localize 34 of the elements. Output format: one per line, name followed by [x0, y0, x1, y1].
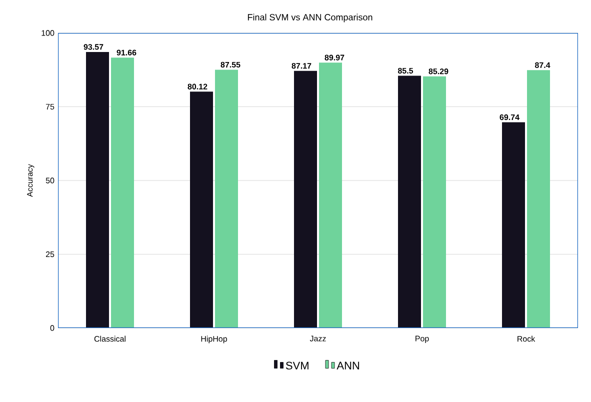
data-label: 89.97: [324, 54, 344, 60]
bar: [215, 70, 238, 328]
x-tick-label: Classical: [94, 336, 126, 342]
bar: [190, 92, 214, 328]
y-tick-label: 75: [46, 104, 54, 110]
bar: [502, 122, 526, 328]
y-axis-title: Accuracy: [27, 164, 34, 197]
chart-title: Final SVM vs ANN Comparison: [248, 14, 372, 22]
y-tick-label: 50: [46, 178, 54, 184]
data-label: 80.12: [188, 84, 208, 90]
legend-label: SVM: [286, 362, 308, 370]
y-tick-label: 100: [42, 30, 54, 36]
y-tick-label: 0: [50, 325, 54, 331]
x-tick-label: HipHop: [201, 336, 227, 344]
data-label: 91.66: [116, 50, 136, 56]
data-label: 87.55: [220, 62, 240, 68]
data-label: 85.29: [428, 68, 448, 74]
data-label: 87.17: [292, 62, 312, 69]
x-tick-label: Rock: [518, 336, 536, 342]
data-label: 87.4: [534, 62, 550, 68]
bar: [527, 70, 550, 328]
data-label: 85.5: [398, 68, 414, 74]
y-tick-label: 25: [46, 251, 54, 258]
x-tick-label: Pop: [416, 336, 429, 343]
bar: [319, 62, 342, 328]
x-tick-label: Jazz: [310, 336, 326, 342]
bar: [423, 76, 446, 328]
data-label: 69.74: [500, 114, 520, 120]
legend-label: ANN: [336, 362, 360, 370]
bar: [86, 52, 110, 328]
bar: [398, 76, 422, 328]
bar: [111, 58, 134, 328]
data-label: 93.57: [84, 44, 104, 50]
bar: [294, 70, 317, 328]
